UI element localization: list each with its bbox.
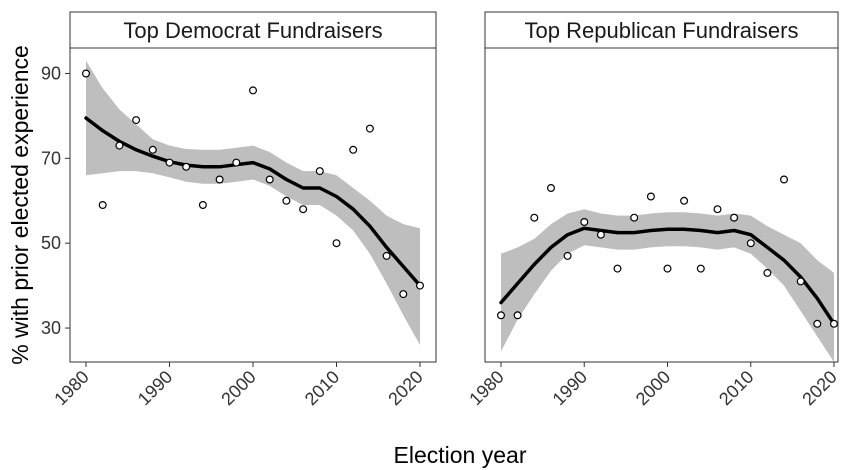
data-point <box>115 141 124 150</box>
y-axis-title: % with prior elected experience <box>7 45 33 365</box>
data-point <box>265 175 274 184</box>
data-point <box>596 230 605 239</box>
x-tick-label: 1990 <box>134 367 176 409</box>
x-axis-title: Election year <box>394 442 527 468</box>
data-point <box>249 86 258 95</box>
x-tick-label: 2020 <box>384 367 426 409</box>
x-tick-label: 2010 <box>715 367 757 409</box>
y-tick-label: 90 <box>41 63 61 83</box>
data-point <box>399 290 408 299</box>
trend-line-layer <box>84 116 422 288</box>
data-point <box>680 196 689 205</box>
data-point <box>416 281 425 290</box>
data-point <box>613 264 622 273</box>
data-point <box>779 175 788 184</box>
data-point <box>713 205 722 214</box>
data-point <box>663 264 672 273</box>
data-point <box>182 162 191 171</box>
x-tick-label: 1980 <box>465 367 507 409</box>
x-tick-label: 2010 <box>301 367 343 409</box>
data-point <box>148 145 157 154</box>
data-point <box>513 311 522 320</box>
data-point <box>730 213 739 222</box>
x-tick-label: 1980 <box>50 367 92 409</box>
data-point <box>332 239 341 248</box>
strip-background <box>484 11 839 49</box>
data-point <box>580 218 589 227</box>
y-tick-label: 50 <box>41 233 61 253</box>
x-tick-label: 1990 <box>549 367 591 409</box>
confidence-band-layer <box>86 60 420 345</box>
data-point <box>546 184 555 193</box>
x-tick-label: 2000 <box>217 367 259 409</box>
data-point <box>282 196 291 205</box>
y-tick-label: 70 <box>41 148 61 168</box>
data-point <box>365 124 374 133</box>
panel-democrat: Top Democrat Fundraisers <box>69 11 437 363</box>
strip-background <box>69 11 437 49</box>
panel-title: Top Republican Fundraisers <box>525 18 799 43</box>
data-point <box>563 251 572 260</box>
panel-republican: Top Republican Fundraisers <box>484 11 839 363</box>
trend-line-layer <box>499 226 836 326</box>
panel-border <box>484 47 839 363</box>
points-layer <box>497 175 838 328</box>
x-tick-label: 2000 <box>632 367 674 409</box>
data-point <box>81 69 90 78</box>
data-point <box>165 158 174 167</box>
confidence-band <box>86 60 420 345</box>
data-point <box>829 319 838 328</box>
data-point <box>315 167 324 176</box>
x-tick-label: 2020 <box>798 367 840 409</box>
data-point <box>696 264 705 273</box>
data-point <box>98 201 107 210</box>
data-point <box>796 277 805 286</box>
data-point <box>530 213 539 222</box>
trend-line <box>84 116 422 288</box>
data-point <box>215 175 224 184</box>
data-point <box>813 319 822 328</box>
trend-line <box>499 226 836 326</box>
panel-border <box>69 47 437 363</box>
data-point <box>746 239 755 248</box>
panel-title: Top Democrat Fundraisers <box>123 18 382 43</box>
data-point <box>382 251 391 260</box>
data-point <box>198 201 207 210</box>
confidence-band-layer <box>501 209 834 362</box>
data-point <box>763 268 772 277</box>
data-point <box>232 158 241 167</box>
data-point <box>132 116 141 125</box>
points-layer <box>81 69 425 299</box>
data-point <box>299 205 308 214</box>
y-tick-label: 30 <box>41 318 61 338</box>
data-point <box>497 311 506 320</box>
data-point <box>349 145 358 154</box>
confidence-band <box>501 209 834 362</box>
data-point <box>646 192 655 201</box>
data-point <box>630 213 639 222</box>
